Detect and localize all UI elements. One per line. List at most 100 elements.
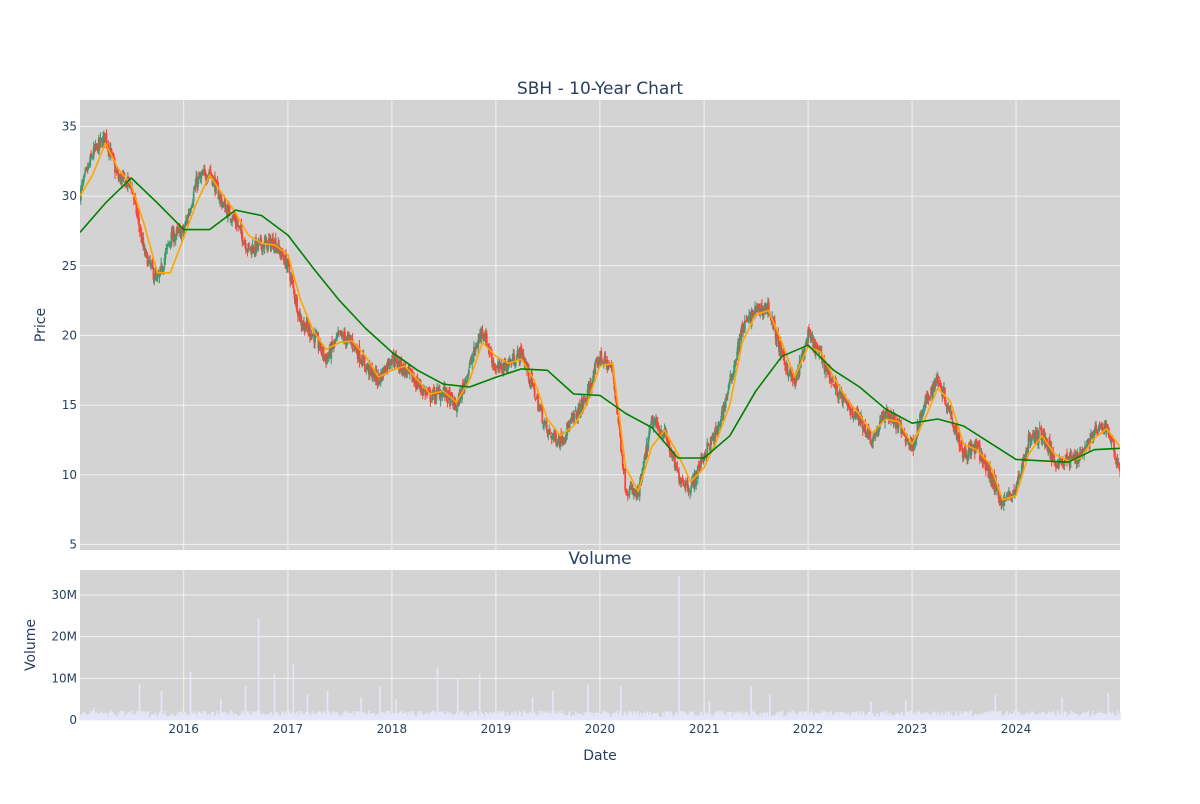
volume-bar [398,711,401,720]
volume-bar [576,715,579,720]
volume-bar [467,716,469,720]
volume-bar [460,715,462,720]
candle-body [1030,439,1033,445]
volume-bar [1028,714,1031,720]
volume-bar [794,716,797,720]
volume-bar [1081,712,1084,720]
volume-bar [651,714,654,720]
candle-body [825,366,828,372]
volume-bar [1052,710,1055,720]
volume-bar [391,714,394,720]
volume-bar [755,716,757,720]
candle-body [194,184,197,189]
candle-body [535,397,538,399]
volume-bar [854,713,856,720]
volume-bar [427,716,430,720]
candle-body [164,251,167,259]
volume-bar [1045,714,1048,720]
volume-bar [441,711,444,720]
volume-bar [629,711,632,720]
candle-body [549,429,551,434]
volume-bar [163,710,166,720]
volume-bar [711,716,714,720]
volume-bar [926,712,929,720]
candle-body [826,370,829,372]
candle-body [179,228,181,230]
volume-bar [814,713,816,720]
volume-bar [1078,717,1080,720]
volume-bar [746,712,749,720]
volume-bar [360,697,362,720]
volume-bar [912,715,914,720]
candle-body [767,302,770,315]
volume-bar [583,711,585,720]
volume-bar [848,715,850,720]
volume-bar [426,712,428,720]
volume-bar [855,711,858,720]
volume-bar [988,711,991,720]
candle-body [632,488,634,494]
candle-body [1116,458,1119,465]
volume-bar [449,711,451,720]
candle-body [282,255,285,260]
volume-bar [245,715,248,720]
volume-bar [155,715,157,720]
volume-bar [578,713,580,720]
candlestick [498,357,501,374]
candlestick [467,367,470,380]
volume-bar [781,711,784,720]
volume-bar [397,713,399,720]
volume-bar [865,715,867,720]
volume-bar [192,713,194,720]
volume-bar [271,716,274,720]
volume-bar [124,716,127,720]
volume-bar [926,712,928,720]
volume-bar [1117,715,1120,720]
volume-bar [401,712,403,720]
volume-bar [186,715,188,720]
candle-body [869,432,872,444]
volume-bar [897,713,900,720]
volume-bar [812,716,815,720]
volume-bar [836,715,838,720]
volume-bar [675,711,678,720]
volume-bar [981,716,984,720]
volume-bar [624,711,627,720]
volume-bar [373,712,375,720]
candlestick [92,141,95,161]
volume-bar [811,713,814,720]
candlestick [974,438,977,454]
candlestick [1119,464,1120,477]
candle-body [600,351,603,360]
candle-body [1025,449,1028,451]
volume-bar [156,716,159,720]
volume-y-axis-label: Volume [23,619,39,671]
volume-bar [248,714,251,720]
candle-body [703,453,706,460]
volume-bar [655,712,657,720]
volume-bar [252,711,255,720]
volume-bar [689,711,691,720]
volume-bar [323,712,326,720]
candle-body [344,335,347,344]
candle-body [238,225,241,227]
candlestick [929,394,932,402]
candle-body [563,438,566,441]
volume-bar [344,711,347,720]
volume-bar [234,714,237,720]
candlestick [235,214,238,232]
candlestick [777,327,780,347]
candle-body [220,194,222,199]
volume-bar [310,716,313,720]
volume-bar [633,716,636,720]
volume-bar [907,715,909,720]
volume-bar [371,713,374,720]
volume-bar [602,713,604,720]
volume-bar [366,716,368,720]
volume-bar [150,714,153,720]
candle-body [607,365,610,370]
candle-body [147,258,150,265]
volume-bar [170,715,173,720]
volume-bar [353,716,356,720]
candle-body [1109,435,1112,442]
